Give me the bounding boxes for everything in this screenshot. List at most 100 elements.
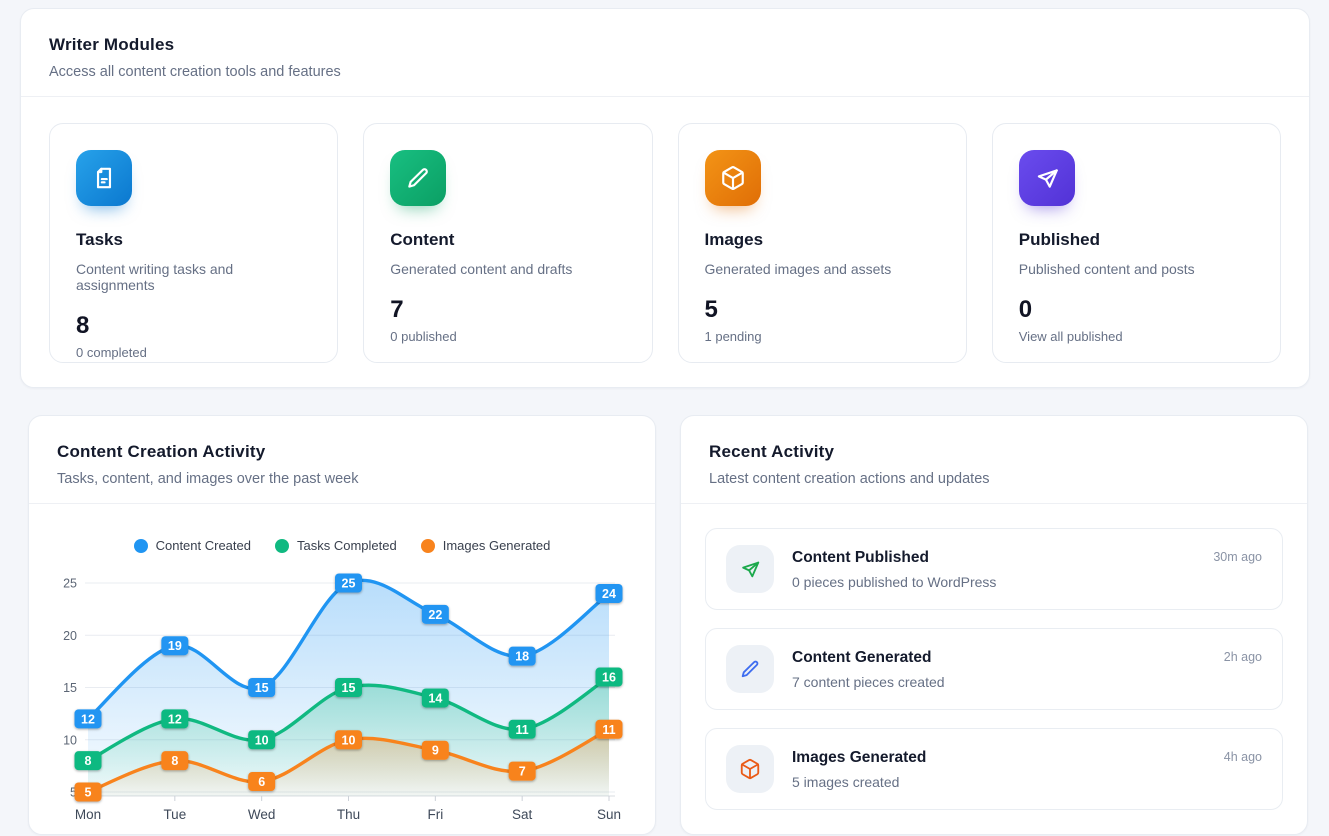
svg-text:8: 8 [85, 754, 92, 768]
file-text-icon [76, 150, 132, 206]
module-subtext: 0 completed [76, 345, 147, 360]
svg-text:Sun: Sun [597, 807, 621, 822]
cube-icon [726, 745, 774, 793]
legend-dot-icon [420, 538, 435, 553]
svg-text:Thu: Thu [337, 807, 360, 822]
writer-modules-subtitle: Access all content creation tools and fe… [49, 64, 341, 80]
svg-text:Mon: Mon [75, 807, 101, 822]
chart-panel-title: Content Creation Activity [57, 442, 266, 461]
svg-text:20: 20 [63, 629, 77, 643]
svg-text:6: 6 [258, 775, 265, 789]
svg-text:18: 18 [515, 650, 529, 664]
modules-row: Tasks Content writing tasks and assignme… [21, 97, 1309, 389]
activity-description: 7 content pieces created [792, 673, 945, 690]
svg-text:15: 15 [255, 681, 269, 695]
activity-description: 0 pieces published to WordPress [792, 573, 997, 590]
svg-text:12: 12 [168, 712, 182, 726]
svg-text:11: 11 [516, 723, 529, 737]
svg-text:12: 12 [81, 712, 95, 726]
activity-item-content-generated: Content Generated 7 content pieces creat… [705, 628, 1283, 710]
activity-line-chart: 5 10 15 20 25 Mon Tue Wed Thu Fri Sat Sun 12 19 15 25 22… [63, 573, 623, 822]
svg-text:14: 14 [428, 691, 442, 705]
module-subtext: 1 pending [704, 329, 762, 344]
recent-activity-subtitle: Latest content creation actions and upda… [709, 471, 990, 487]
legend-label: Content Created [155, 538, 251, 553]
activity-text: Content Published 0 pieces published to … [792, 549, 996, 590]
module-title: Published [1018, 230, 1100, 249]
chart-panel-header: Content Creation Activity Tasks, content… [29, 416, 655, 504]
svg-text:19: 19 [168, 639, 182, 653]
module-subtext: 0 published [390, 329, 457, 344]
recent-activity-panel: Recent Activity Latest content creation … [680, 415, 1308, 835]
svg-text:10: 10 [63, 733, 77, 747]
svg-text:5: 5 [85, 786, 92, 800]
module-card-tasks[interactable]: Tasks Content writing tasks and assignme… [49, 123, 339, 363]
module-title: Images [704, 230, 764, 249]
pencil-icon [390, 150, 447, 206]
module-subtext: View all published [1018, 329, 1123, 344]
module-description: Published content and posts [1018, 261, 1195, 277]
svg-text:25: 25 [63, 577, 77, 591]
svg-text:9: 9 [432, 744, 439, 758]
svg-text:Sat: Sat [512, 807, 533, 822]
legend-item-content-created[interactable]: Content Created [133, 538, 251, 553]
activity-text: Images Generated 5 images created [792, 749, 926, 790]
activity-timestamp: 30m ago [1213, 550, 1262, 564]
svg-text:Wed: Wed [248, 807, 276, 822]
module-count: 8 [76, 312, 90, 339]
svg-text:11: 11 [602, 723, 615, 737]
activity-title: Content Generated [792, 648, 932, 666]
cube-icon [704, 150, 761, 206]
module-count: 7 [390, 296, 404, 323]
module-count: 0 [1018, 296, 1033, 323]
svg-text:10: 10 [255, 733, 269, 747]
recent-activity-header: Recent Activity Latest content creation … [681, 416, 1307, 504]
activity-item-content-published: Content Published 0 pieces published to … [705, 528, 1283, 610]
activity-timestamp: 2h ago [1223, 650, 1262, 664]
activity-title: Images Generated [792, 748, 927, 766]
activity-title: Content Published [792, 548, 929, 566]
module-title: Tasks [76, 230, 123, 249]
svg-text:25: 25 [342, 577, 356, 591]
module-count: 5 [704, 296, 718, 323]
content-creation-activity-panel: Content Creation Activity Tasks, content… [28, 415, 656, 835]
svg-text:7: 7 [519, 765, 526, 779]
writer-modules-panel: Writer Modules Access all content creati… [20, 8, 1310, 388]
svg-text:8: 8 [171, 754, 178, 768]
module-title: Content [390, 230, 455, 249]
module-description: Content writing tasks and assignments [76, 261, 234, 293]
legend-dot-icon [275, 538, 289, 553]
svg-text:Tue: Tue [163, 807, 186, 822]
module-card-published[interactable]: Published Published content and posts 0 … [991, 123, 1281, 363]
recent-activity-title: Recent Activity [709, 442, 835, 461]
svg-text:15: 15 [342, 681, 356, 695]
svg-text:24: 24 [602, 587, 616, 601]
module-description: Generated content and drafts [390, 261, 573, 277]
svg-text:16: 16 [602, 671, 616, 685]
writer-modules-title: Writer Modules [49, 35, 175, 54]
activity-timestamp: 4h ago [1223, 750, 1262, 764]
send-icon [1018, 150, 1075, 206]
activity-description: 5 images created [792, 773, 900, 790]
svg-text:15: 15 [63, 681, 77, 695]
svg-text:22: 22 [428, 608, 442, 622]
module-card-content[interactable]: Content Generated content and drafts 7 0… [363, 123, 653, 363]
svg-text:Fri: Fri [427, 807, 443, 822]
chart-legend: Content Created Tasks Completed Images G… [29, 538, 655, 553]
legend-item-tasks-completed[interactable]: Tasks Completed [275, 538, 397, 553]
writer-modules-header: Writer Modules Access all content creati… [21, 9, 1309, 97]
activity-item-images-generated: Images Generated 5 images created 4h ago [705, 728, 1283, 810]
svg-text:10: 10 [342, 733, 356, 747]
send-icon [726, 545, 774, 593]
module-description: Generated images and assets [704, 261, 892, 277]
activity-text: Content Generated 7 content pieces creat… [792, 649, 945, 690]
module-card-images[interactable]: Images Generated images and assets 5 1 p… [677, 123, 967, 363]
legend-label: Images Generated [442, 538, 551, 553]
legend-item-images-generated[interactable]: Images Generated [420, 538, 551, 553]
chart-panel-subtitle: Tasks, content, and images over the past… [57, 471, 359, 487]
legend-dot-icon [133, 538, 148, 553]
legend-label: Tasks Completed [297, 538, 397, 553]
activity-list: Content Published 0 pieces published to … [681, 504, 1307, 834]
svg-text:5: 5 [70, 786, 77, 800]
pencil-icon [726, 645, 774, 693]
